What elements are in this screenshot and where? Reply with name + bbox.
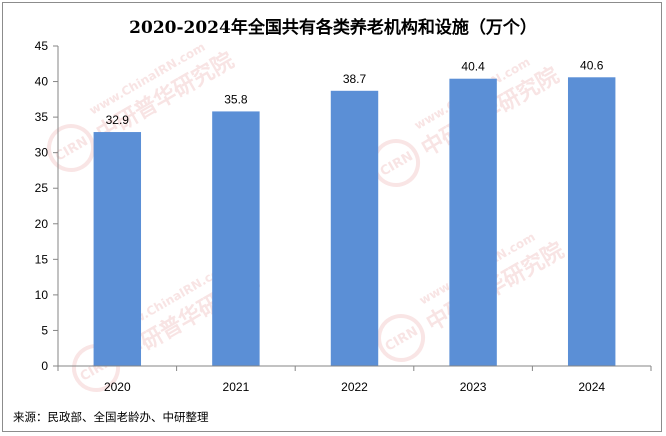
y-tick-label: 0: [41, 359, 48, 373]
x-tick-label: 2021: [223, 380, 250, 394]
y-tick-label: 15: [35, 252, 49, 266]
x-axis: 2020 2021 2022 2023 2024: [57, 365, 652, 394]
bar: [330, 90, 379, 367]
y-tick-label: 25: [35, 181, 49, 195]
bar-data-label: 38.7: [343, 72, 367, 86]
y-tick-label: 5: [41, 323, 48, 337]
bar: [567, 77, 616, 367]
x-tick-label: 2022: [341, 380, 368, 394]
x-tick-label: 2023: [460, 380, 487, 394]
bar: [93, 132, 142, 366]
y-tick-label: 10: [35, 288, 49, 302]
y-tick-label: 30: [35, 146, 49, 160]
chart-frame: CIRN中研普华研究院www.ChinaIRN.comCIRN中研普华研究院ww…: [2, 2, 662, 432]
bar-data-label: 35.8: [224, 92, 248, 106]
y-tick-label: 40: [35, 75, 49, 89]
bar-chart: CIRN中研普华研究院www.ChinaIRN.comCIRN中研普华研究院ww…: [13, 17, 652, 424]
source-note: 来源：民政部、全国老龄办、中研整理: [13, 410, 209, 424]
bar-data-label: 40.6: [580, 58, 604, 72]
x-tick-label: 2024: [578, 380, 605, 394]
watermark-logo-icon: [47, 124, 96, 172]
watermark-logo-icon: [377, 314, 426, 362]
watermark-logo-text: CIRN: [383, 324, 421, 355]
bar-series: 32.9 35.8 38.7 40.4 40.6: [93, 58, 616, 367]
chart-title: 2020-2024年全国共有各类养老机构和设施（万个）: [129, 17, 537, 38]
bar-data-label: 40.4: [461, 60, 485, 74]
y-tick-label: 20: [35, 217, 49, 231]
bar: [449, 78, 497, 366]
y-axis: 0 5 10 15 20 25 30 35 40 45: [35, 39, 59, 373]
bar-data-label: 32.9: [106, 113, 130, 127]
bar: [212, 111, 260, 366]
y-tick-label: 35: [35, 110, 49, 124]
y-tick-label: 45: [35, 39, 49, 53]
x-tick-label: 2020: [104, 380, 131, 394]
watermark-logo-text: CIRN: [378, 149, 416, 180]
